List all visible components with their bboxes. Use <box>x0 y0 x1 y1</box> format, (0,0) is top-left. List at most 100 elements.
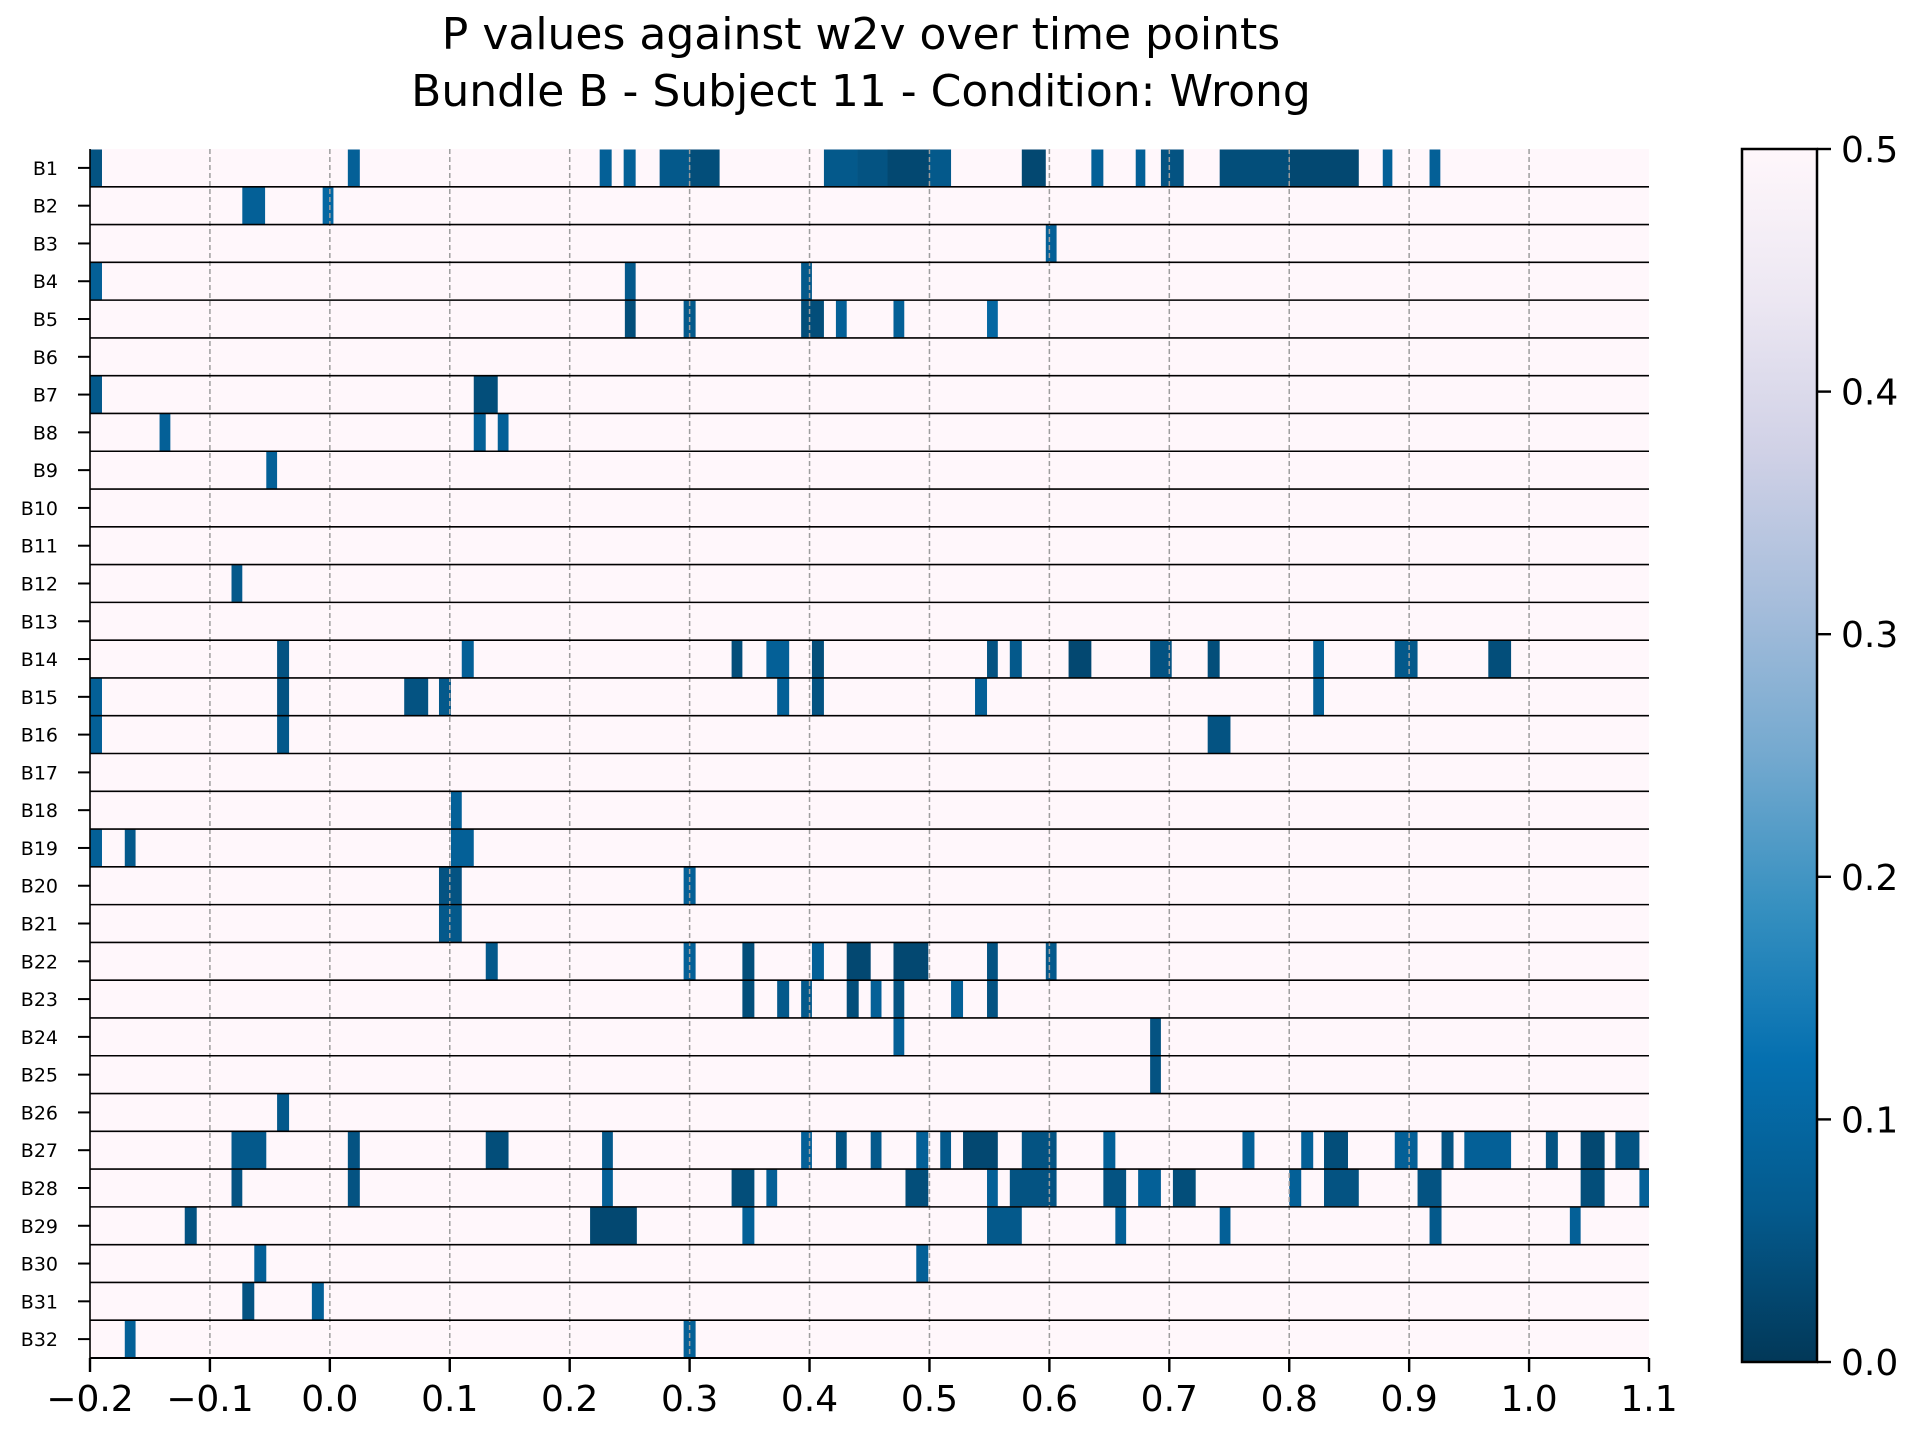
heatmap-cell-b1 <box>659 149 690 187</box>
y-tick-label-b29: B29 <box>21 1216 58 1238</box>
colorbar-tick-label: 0.0 <box>1841 1343 1898 1384</box>
heatmap-cell-b5 <box>624 300 636 338</box>
heatmap-cell-b1 <box>90 149 102 187</box>
heatmap-cell-b14 <box>731 640 743 678</box>
heatmap-cell-b26 <box>277 1094 290 1131</box>
heatmap-cell-b15 <box>777 678 790 716</box>
heatmap-cell-b28 <box>1639 1169 1649 1207</box>
heatmap-cell-b1 <box>1219 149 1290 187</box>
heatmap-cell-b23 <box>987 980 998 1018</box>
y-tick-label-b17: B17 <box>21 762 58 784</box>
heatmap-cell-b28 <box>905 1169 929 1207</box>
heatmap-cell-b5 <box>893 300 905 338</box>
heatmap-cell-b22 <box>987 942 998 980</box>
heatmap-cell-b28 <box>1580 1169 1605 1207</box>
y-tick-label-b16: B16 <box>21 725 58 747</box>
heatmap-cell-b23 <box>951 980 964 1018</box>
x-tick-label: 0.2 <box>541 1379 598 1420</box>
heatmap-cell-b27 <box>916 1131 929 1169</box>
heatmap-cell-b22 <box>1045 942 1057 980</box>
heatmap-cell-b5 <box>835 300 847 338</box>
y-tick-label-b6: B6 <box>33 347 58 369</box>
heatmap-cell-b23 <box>893 980 905 1018</box>
heatmap-cell-b7 <box>90 376 102 413</box>
heatmap-cell-b28 <box>347 1169 360 1207</box>
heatmap-cell-b28 <box>231 1169 243 1207</box>
x-tick-label: 0.3 <box>661 1379 718 1420</box>
heatmap-cell-b29 <box>1569 1207 1581 1245</box>
heatmap-cell-b28 <box>602 1169 613 1207</box>
y-tick-label-b12: B12 <box>21 573 58 595</box>
heatmap-cell-b24 <box>1150 1018 1161 1056</box>
heatmap-cell-b5 <box>987 300 998 338</box>
heatmap-cell-b1 <box>1382 149 1393 187</box>
heatmap-cell-b15 <box>90 678 102 716</box>
x-tick-label: 0.4 <box>781 1379 838 1420</box>
heatmap-cell-b9 <box>266 451 278 489</box>
x-tick-label: 1.0 <box>1500 1379 1557 1420</box>
heatmap-cell-b4 <box>90 262 102 300</box>
heatmap-cell-b23 <box>870 980 882 1018</box>
heatmap-cell-b15 <box>277 678 290 716</box>
colorbar: 0.0 0.1 0.2 0.3 0.4 0.5 <box>1740 130 1898 1384</box>
y-tick-label-b20: B20 <box>21 876 58 898</box>
heatmap-cell-b27 <box>1103 1131 1116 1169</box>
heatmap-cell-b27 <box>1545 1131 1558 1169</box>
y-tick-label-b9: B9 <box>33 460 58 482</box>
heatmap-cell-b32 <box>124 1320 136 1358</box>
heatmap-cell-b15 <box>975 678 988 716</box>
heatmap-cell-b25 <box>1150 1056 1161 1094</box>
heatmap-cell-b8 <box>159 413 171 451</box>
heatmap-cell-b1 <box>1289 149 1359 187</box>
y-tick-label-b4: B4 <box>33 271 58 293</box>
colorbar-tick-label: 0.3 <box>1841 615 1898 656</box>
y-tick-label-b8: B8 <box>33 422 58 444</box>
heatmap-cell-b2 <box>242 187 266 225</box>
heatmap-cell-b27 <box>1615 1131 1640 1169</box>
heatmap-cell-b23 <box>846 980 859 1018</box>
heatmap-cell-b22 <box>742 942 755 980</box>
heatmap-cell-b22 <box>893 942 929 980</box>
heatmap-cell-b12 <box>231 565 243 602</box>
y-tick-label-b1: B1 <box>33 158 58 180</box>
heatmap-cell-b23 <box>742 980 755 1018</box>
heatmap-cell-b31 <box>242 1282 255 1320</box>
heatmap-cell-b14 <box>1207 640 1220 678</box>
heatmap-cell-b28 <box>1324 1169 1359 1207</box>
colorbar-tick-label: 0.4 <box>1841 373 1898 414</box>
y-tick-label-b5: B5 <box>33 309 58 331</box>
heatmap-cell-b15 <box>404 678 429 716</box>
heatmap-cell-b28 <box>1138 1169 1161 1207</box>
chart-title-line-2: Bundle B - Subject 11 - Condition: Wrong <box>411 66 1311 117</box>
y-tick-label-b2: B2 <box>33 196 58 218</box>
y-tick-label-b24: B24 <box>21 1027 58 1049</box>
heatmap-cell-b28 <box>731 1169 755 1207</box>
y-tick-label-b14: B14 <box>21 649 58 671</box>
heatmap-cell-b29 <box>1115 1207 1127 1245</box>
y-tick-label-b23: B23 <box>21 989 58 1011</box>
y-tick-label-b7: B7 <box>33 385 58 407</box>
heatmap-cell-b1 <box>929 149 952 187</box>
heatmap-cell-b1 <box>823 149 858 187</box>
x-tick-label: −0.2 <box>46 1379 133 1420</box>
heatmap-cell-b1 <box>857 149 888 187</box>
heatmap-cell-b3 <box>1045 225 1057 262</box>
colorbar-tick-label: 0.2 <box>1841 858 1898 899</box>
heatmap-cell-b1 <box>1429 149 1441 187</box>
heatmap-cell-b18 <box>450 791 462 829</box>
heatmap-cell-b22 <box>846 942 871 980</box>
heatmap-cell-b27 <box>1580 1131 1605 1169</box>
heatmap-cell-b19 <box>90 829 102 867</box>
heatmap-cell-b7 <box>473 376 498 413</box>
heatmap-cell-b1 <box>1021 149 1046 187</box>
heatmap-cell-b14 <box>1488 640 1512 678</box>
heatmap-cell-b21 <box>438 905 462 942</box>
heatmap-cell-b1 <box>1091 149 1104 187</box>
heatmap-cell-b8 <box>473 413 486 451</box>
heatmap-cell-b14 <box>987 640 998 678</box>
heatmap-cell-b27 <box>1324 1131 1348 1169</box>
heatmap-cell-b28 <box>766 1169 778 1207</box>
heatmap-cell-b4 <box>801 262 812 300</box>
chart-title-line-1: P values against w2v over time points <box>442 9 1280 60</box>
